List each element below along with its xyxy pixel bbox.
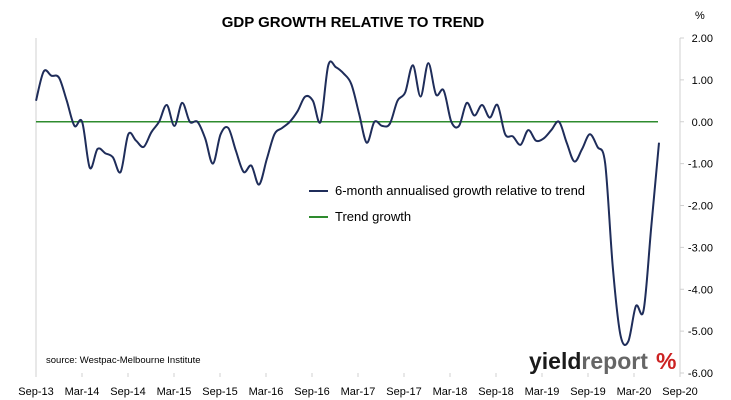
x-tick-label: Sep-15 bbox=[202, 386, 237, 398]
series-layer bbox=[35, 60, 660, 346]
y-tick-label: -6.00 bbox=[688, 368, 713, 380]
y-tick-label: -1.00 bbox=[688, 159, 713, 171]
y-tick-label: 2.00 bbox=[692, 33, 713, 45]
y-axis: 2.00 1.00 0.00 -1.00 -2.00 -3.00 -4.00 -5.00 -6.… bbox=[680, 33, 713, 380]
x-tick-label: Mar-19 bbox=[525, 386, 560, 398]
x-tick-label: Sep-19 bbox=[570, 386, 605, 398]
x-tick-label: Mar-17 bbox=[341, 386, 376, 398]
y-tick-label: 1.00 bbox=[692, 75, 713, 87]
legend-label-series-1: 6-month annualised growth relative to tr… bbox=[335, 183, 585, 198]
chart-title: GDP GROWTH RELATIVE TO TREND bbox=[222, 14, 485, 31]
x-tick-label: Sep-13 bbox=[18, 386, 53, 398]
x-tick-label: Sep-18 bbox=[478, 386, 513, 398]
series-line-growth-vs-trend bbox=[35, 60, 660, 346]
x-tick-label: Mar-14 bbox=[65, 386, 100, 398]
legend-label-series-2: Trend growth bbox=[335, 209, 411, 224]
y-tick-label: 0.00 bbox=[692, 117, 713, 129]
x-tick-label: Mar-16 bbox=[249, 386, 284, 398]
y-tick-label: -4.00 bbox=[688, 284, 713, 296]
x-tick-label: Mar-18 bbox=[433, 386, 468, 398]
x-tick-label: Sep-20 bbox=[662, 386, 697, 398]
logo-text-report: report bbox=[581, 348, 648, 374]
source-note: source: Westpac-Melbourne Institute bbox=[46, 355, 201, 366]
x-axis: Sep-13 Mar-14 Sep-14 Mar-15 Sep-15 Mar-16 Sep-… bbox=[18, 373, 698, 398]
plot-area bbox=[35, 38, 681, 373]
y-axis-unit: % bbox=[695, 10, 705, 22]
x-tick-label: Mar-15 bbox=[157, 386, 192, 398]
legend: 6-month annualised growth relative to tr… bbox=[309, 183, 585, 224]
logo-text-yield: yield bbox=[529, 348, 581, 374]
x-tick-label: Mar-20 bbox=[617, 386, 652, 398]
x-tick-label: Sep-17 bbox=[386, 386, 421, 398]
yieldreport-logo: yieldreport % bbox=[529, 348, 676, 374]
x-tick-label: Sep-16 bbox=[294, 386, 329, 398]
y-tick-label: -3.00 bbox=[688, 242, 713, 254]
x-tick-label: Sep-14 bbox=[110, 386, 145, 398]
y-tick-label: -2.00 bbox=[688, 201, 713, 213]
percent-logo-icon: % bbox=[656, 348, 676, 374]
svg-text:yieldreport: yieldreport bbox=[529, 348, 648, 374]
y-tick-label: -5.00 bbox=[688, 326, 713, 338]
